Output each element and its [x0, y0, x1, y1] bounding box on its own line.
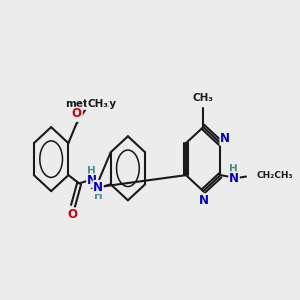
Text: CH₃: CH₃: [193, 93, 214, 103]
Text: O: O: [68, 208, 78, 221]
Text: CH₂CH₃: CH₂CH₃: [257, 171, 293, 180]
Text: N: N: [93, 181, 103, 194]
Text: H: H: [230, 164, 238, 174]
Text: N: N: [87, 174, 97, 187]
Text: O: O: [73, 108, 82, 121]
Text: N: N: [199, 194, 208, 207]
Text: N: N: [229, 172, 239, 185]
Text: methoxy: methoxy: [65, 99, 116, 109]
Text: O: O: [72, 107, 82, 120]
Text: CH₃: CH₃: [87, 99, 108, 109]
Text: H: H: [94, 191, 103, 201]
Text: N: N: [220, 132, 230, 145]
Text: H: H: [87, 167, 96, 176]
